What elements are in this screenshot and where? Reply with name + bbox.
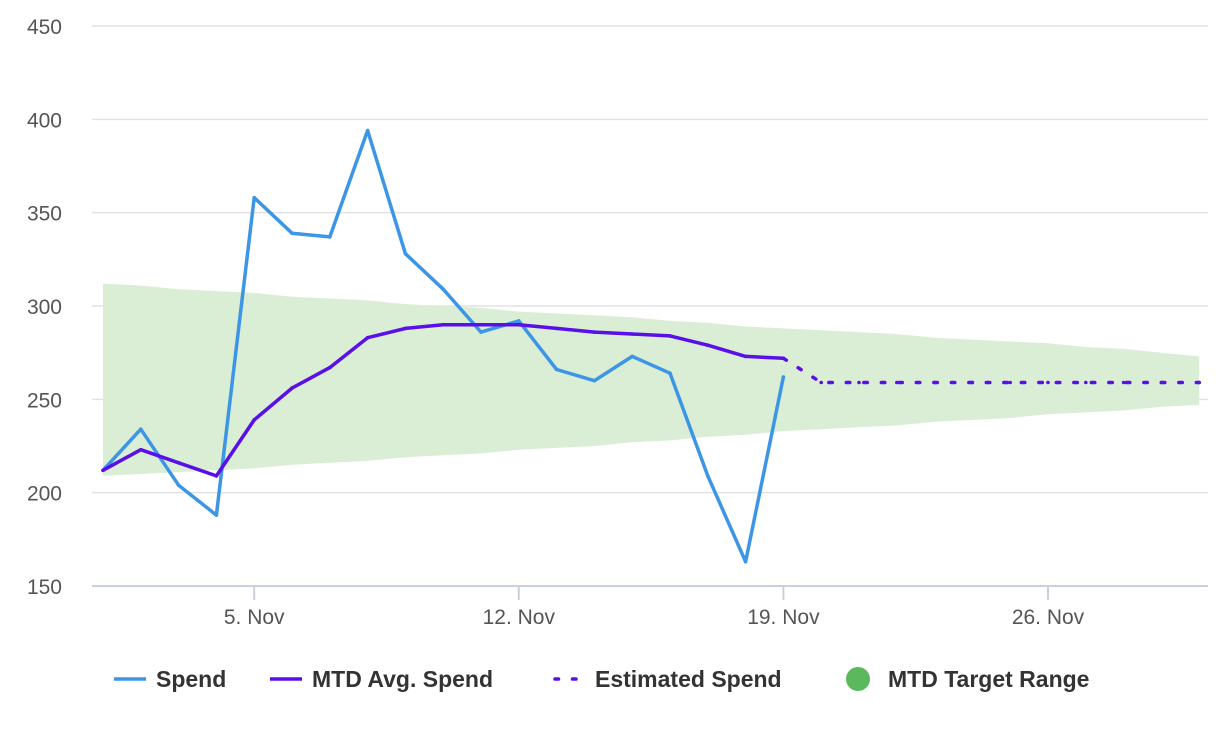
data-point[interactable] — [101, 468, 105, 473]
data-point[interactable] — [781, 375, 786, 379]
legend-item-spend[interactable]: Spend — [114, 666, 226, 692]
legend-label: MTD Avg. Spend — [312, 666, 493, 692]
series-lines — [101, 128, 1201, 564]
data-point[interactable] — [176, 483, 181, 488]
data-point[interactable] — [479, 322, 483, 327]
data-point[interactable] — [290, 231, 294, 235]
y-tick-label: 450 — [27, 16, 62, 39]
y-tick-label: 200 — [27, 483, 62, 506]
data-point[interactable] — [743, 559, 748, 564]
legend-item-mtd-avg-spend[interactable]: MTD Avg. Spend — [270, 666, 493, 692]
legend-label: MTD Target Range — [888, 666, 1089, 692]
x-tick-label: 19. Nov — [747, 606, 820, 629]
data-point[interactable] — [554, 367, 559, 372]
x-tick-label: 12. Nov — [483, 606, 556, 629]
y-tick-label: 150 — [27, 576, 62, 599]
legend-item-estimated-spend[interactable]: Estimated Spend — [553, 666, 782, 692]
data-point[interactable] — [857, 380, 861, 385]
legend-label: Estimated Spend — [595, 666, 782, 692]
data-point[interactable] — [781, 356, 786, 361]
data-point[interactable] — [630, 354, 634, 359]
data-point[interactable] — [328, 365, 332, 370]
data-point[interactable] — [1008, 380, 1012, 385]
data-point[interactable] — [214, 474, 219, 478]
data-point[interactable] — [706, 474, 710, 478]
data-point[interactable] — [517, 319, 521, 323]
data-point[interactable] — [554, 326, 559, 331]
target-range-band — [103, 283, 1200, 476]
target-range-area — [103, 283, 1200, 476]
y-axis: 150 200 250 300 350 400 450 — [27, 16, 62, 599]
y-tick-label: 400 — [27, 109, 62, 132]
data-point[interactable] — [441, 322, 446, 327]
data-point[interactable] — [176, 461, 181, 465]
data-point[interactable] — [668, 371, 672, 376]
data-point[interactable] — [970, 380, 975, 385]
x-tick-label: 5. Nov — [224, 606, 285, 629]
y-tick-label: 300 — [27, 296, 62, 319]
data-point[interactable] — [1121, 380, 1126, 385]
data-point[interactable] — [819, 380, 823, 385]
data-point[interactable] — [743, 354, 748, 359]
data-point[interactable] — [592, 330, 597, 334]
data-point[interactable] — [668, 334, 672, 338]
data-point[interactable] — [630, 332, 634, 336]
data-point[interactable] — [139, 447, 143, 452]
data-point[interactable] — [932, 380, 937, 385]
legend-item-mtd-target-range[interactable]: MTD Target Range — [846, 666, 1089, 692]
data-point[interactable] — [441, 287, 446, 292]
data-point[interactable] — [1084, 380, 1088, 385]
data-point[interactable] — [1159, 380, 1164, 385]
legend[interactable]: Spend MTD Avg. Spend Estimated Spend MTD Ta… — [114, 666, 1089, 692]
x-tick-label: 26. Nov — [1012, 606, 1085, 629]
data-point[interactable] — [365, 128, 370, 133]
data-point[interactable] — [252, 418, 256, 422]
data-point[interactable] — [1046, 380, 1050, 385]
legend-symbol — [846, 667, 870, 691]
data-point[interactable] — [403, 326, 408, 331]
series-line-estimated-spend[interactable] — [781, 356, 1201, 385]
x-axis: 5. Nov 12. Nov 19. Nov 26. Nov — [92, 585, 1208, 629]
y-tick-label: 350 — [27, 203, 62, 226]
data-point[interactable] — [214, 513, 219, 517]
data-point[interactable] — [139, 427, 143, 432]
data-point[interactable] — [365, 335, 370, 340]
data-point[interactable] — [592, 378, 597, 383]
data-point[interactable] — [479, 330, 483, 334]
data-point[interactable] — [517, 322, 521, 327]
data-point[interactable] — [252, 195, 256, 200]
data-point[interactable] — [706, 343, 710, 348]
legend-label: Spend — [156, 666, 226, 692]
data-point[interactable] — [328, 235, 332, 239]
data-point[interactable] — [1197, 380, 1201, 385]
data-point[interactable] — [895, 380, 899, 385]
data-point[interactable] — [290, 386, 294, 390]
data-point[interactable] — [403, 251, 408, 256]
y-tick-label: 250 — [27, 389, 62, 412]
